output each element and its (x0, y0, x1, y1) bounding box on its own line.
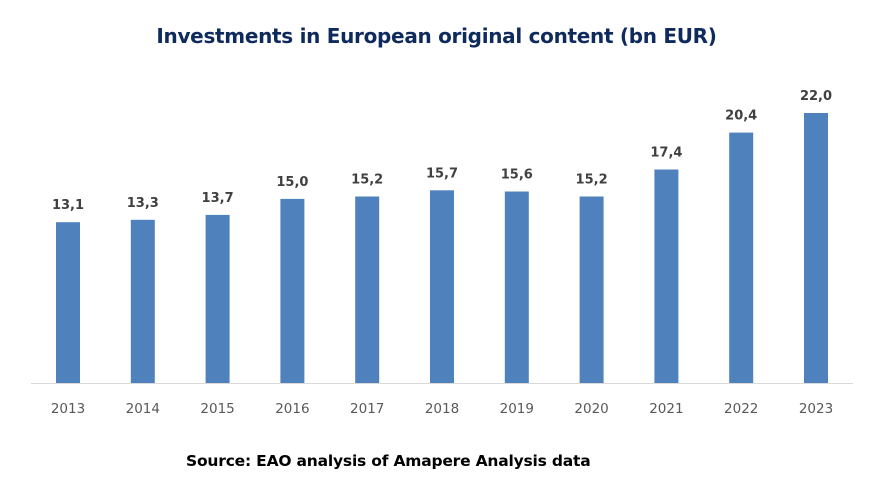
data-label-2022: 20,4 (725, 109, 757, 124)
x-tick-label-2015: 2015 (200, 401, 234, 417)
x-tick-label-2021: 2021 (649, 401, 683, 417)
data-label-2023: 22,0 (800, 89, 832, 104)
source-note: Source: EAO analysis of Amapere Analysis… (186, 452, 591, 470)
x-tick-label-2022: 2022 (724, 401, 758, 417)
bar-2019 (504, 191, 529, 383)
x-tick-label-2020: 2020 (574, 401, 608, 417)
data-label-2013: 13,1 (52, 198, 84, 213)
bar-2015 (205, 214, 230, 383)
bar-2022 (729, 132, 754, 383)
data-label-2016: 15,0 (276, 175, 308, 190)
data-label-2018: 15,7 (426, 166, 458, 181)
data-label-2017: 15,2 (351, 173, 383, 188)
x-tick-label-2013: 2013 (51, 401, 85, 417)
data-label-2015: 13,7 (202, 191, 234, 206)
bar-2020 (579, 196, 604, 383)
bar-2013 (56, 222, 80, 383)
x-tick-label-2016: 2016 (275, 401, 309, 417)
x-tick-label-2017: 2017 (350, 401, 384, 417)
data-label-2019: 15,6 (501, 168, 533, 183)
x-tick-label-2023: 2023 (799, 401, 833, 417)
bar-2021 (654, 169, 679, 383)
x-tick-label-2014: 2014 (126, 401, 160, 417)
bar-2018 (430, 190, 454, 383)
chart-title: Investments in European original content… (156, 24, 717, 48)
data-label-2014: 13,3 (127, 196, 159, 211)
bar-2017 (355, 196, 380, 383)
x-tick-label-2019: 2019 (500, 401, 534, 417)
data-label-2020: 15,2 (576, 173, 608, 188)
x-tick-label-2018: 2018 (425, 401, 459, 417)
bar-2023 (804, 113, 828, 383)
bar-2016 (280, 198, 305, 383)
bar-2014 (130, 219, 155, 383)
data-label-2021: 17,4 (650, 146, 682, 161)
